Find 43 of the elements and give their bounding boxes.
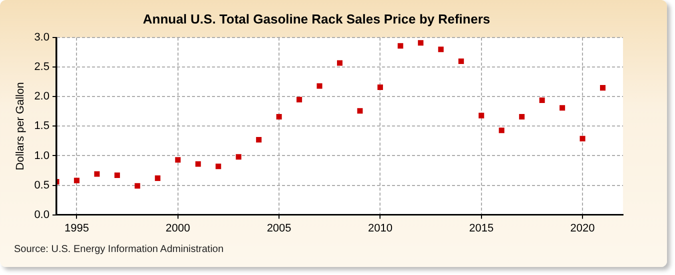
point (256, 137, 262, 143)
point (519, 114, 525, 120)
source-note: Source: U.S. Energy Information Administration (14, 244, 224, 255)
point (498, 128, 504, 134)
point (458, 58, 464, 64)
point (560, 105, 566, 111)
point (236, 154, 242, 160)
point (357, 108, 363, 114)
point (216, 164, 222, 170)
point (580, 136, 586, 142)
x-tick-label: 1995 (64, 222, 89, 234)
point (600, 85, 606, 91)
y-tick-label: 1.5 (34, 120, 50, 132)
y-tick-label: 0.5 (34, 179, 50, 192)
point (478, 112, 484, 118)
point (276, 114, 282, 120)
point (418, 40, 424, 46)
y-tick-label: 3.0 (34, 32, 50, 44)
point (134, 183, 140, 189)
x-tick-label: 2020 (570, 222, 595, 234)
x-tick-label: 2005 (266, 222, 292, 234)
point (175, 157, 181, 163)
point (74, 178, 80, 184)
y-axis-title: Dollars per Gallon (14, 82, 27, 170)
point (438, 46, 444, 52)
point (94, 171, 100, 177)
point (154, 175, 160, 181)
point (316, 83, 322, 89)
point (336, 60, 343, 66)
x-tick-label: 2000 (166, 222, 190, 234)
point (377, 84, 383, 90)
point (114, 172, 120, 178)
point (398, 43, 404, 49)
x-tick-label: 2010 (368, 222, 392, 234)
y-tick-label: 1.0 (34, 150, 50, 162)
point (539, 97, 545, 103)
y-tick-label: 2.0 (34, 90, 50, 103)
y-tick-label: 0.0 (34, 208, 50, 221)
y-tick-label: 2.5 (34, 61, 50, 74)
point (195, 161, 201, 167)
point (296, 96, 302, 102)
x-tick-label: 2015 (469, 222, 494, 234)
chart-title: Annual U.S. Total Gasoline Rack Sales Price by Refiners (142, 11, 490, 26)
